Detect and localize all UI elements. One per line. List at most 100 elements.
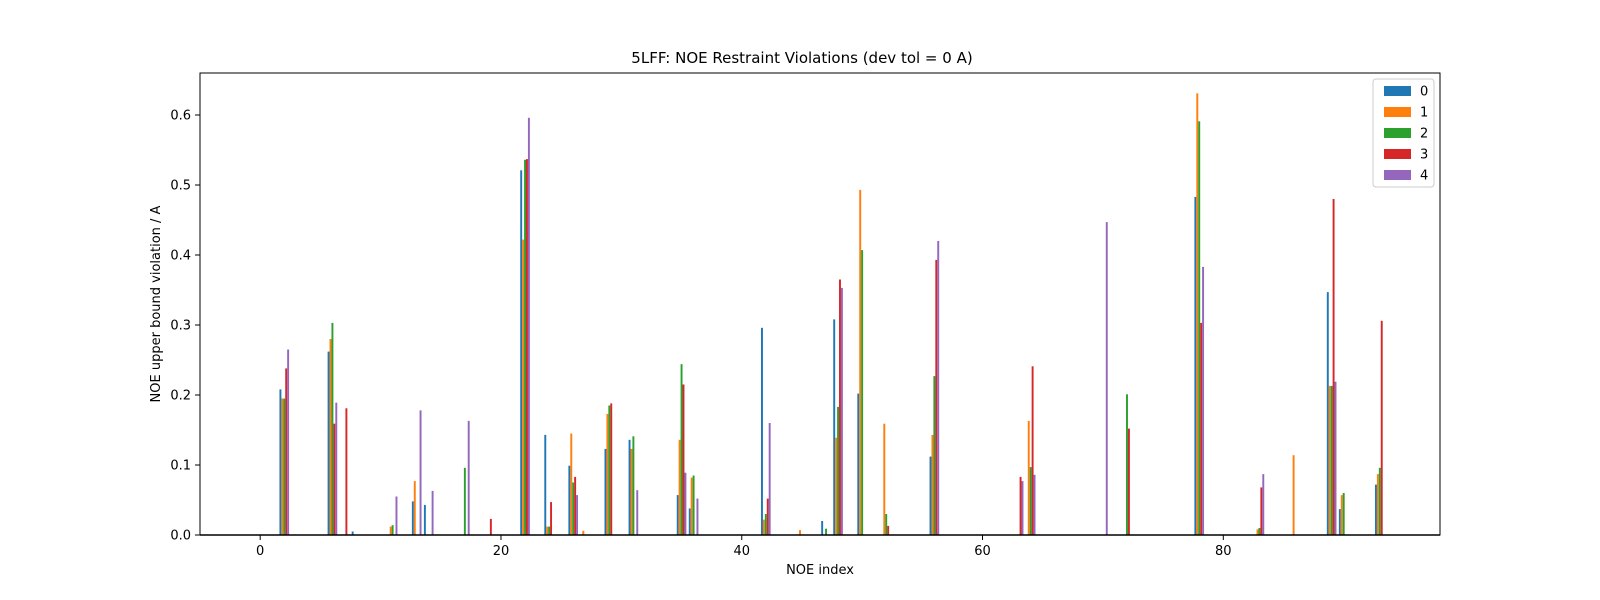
x-tick-label: 40	[733, 544, 750, 559]
bar-series-3-index-89	[1332, 199, 1335, 535]
bar-series-0-index-48	[833, 319, 836, 535]
bar-series-2-index-83	[1258, 528, 1261, 535]
chart-title: 5LFF: NOE Restraint Violations (dev tol …	[631, 49, 972, 67]
bar-series-2-index-35	[680, 364, 683, 535]
bar-series-0-index-6	[327, 351, 330, 535]
x-axis-ticks: 0 20 40 60 80	[256, 535, 1232, 559]
bar-series-2-index-31	[632, 436, 635, 535]
bar-series-0-index-29	[604, 448, 607, 535]
bar-series-2-index-22	[524, 159, 527, 536]
bar-series-0-index-26	[568, 465, 571, 535]
bar-series-2-index-48	[837, 406, 840, 535]
bar-series-3-index-56	[935, 259, 938, 535]
bar-series-3-index-24	[550, 502, 553, 535]
bar-series-0-index-13	[411, 501, 414, 535]
bar-series-3-index-48	[839, 279, 841, 535]
bar-series-2-index-89	[1330, 385, 1333, 535]
bar-series-2-index-6	[331, 322, 334, 535]
bar-series-2-index-72	[1126, 394, 1128, 535]
bar-series-2-index-11	[391, 525, 394, 535]
x-tick-label: 80	[1215, 544, 1232, 559]
legend-label-3: 3	[1420, 148, 1428, 163]
plot-frame	[199, 72, 1441, 536]
bar-series-4-index-89	[1334, 381, 1337, 535]
bar-series-0-index-50	[857, 393, 860, 535]
bar-series-0-index-36	[688, 508, 691, 535]
bar-series-4-index-13	[419, 410, 422, 535]
bar-series-2-index-56	[933, 376, 936, 535]
bar-series-4-index-64	[1033, 474, 1036, 535]
bar-series-1-index-36	[690, 477, 693, 535]
bar-series-4-index-56	[937, 241, 940, 535]
bar-series-0-index-8	[351, 531, 354, 535]
bar-series-0-index-47	[821, 521, 824, 535]
bar-series-3-index-64	[1031, 366, 1034, 535]
bar-series-1-index-52	[883, 423, 886, 535]
y-tick-label: 0.2	[170, 389, 191, 404]
bar-series-2-index-17	[463, 467, 466, 535]
bar-series-1-index-2	[281, 398, 284, 535]
bar-series-1-index-86	[1292, 455, 1295, 535]
bar-series-2-index-36	[692, 475, 695, 535]
bar-series-3-index-19	[489, 518, 492, 535]
bar-series-1-index-29	[606, 413, 609, 535]
bar-series-3-index-63	[1019, 476, 1022, 535]
x-tick-label: 20	[493, 544, 510, 559]
bar-series-4-index-42	[768, 423, 771, 535]
bar-series-1-index-24	[546, 526, 549, 535]
bar-series-4-index-26	[576, 495, 579, 535]
legend-swatch-3	[1384, 149, 1411, 159]
bar-series-0-index-93	[1374, 484, 1377, 535]
legend-label-4: 4	[1420, 169, 1428, 184]
bar-series-3-index-2	[285, 368, 288, 535]
bar-series-1-index-83	[1256, 529, 1259, 535]
legend: 0 1 2 3 4	[1372, 78, 1435, 188]
bar-series-4-index-2	[287, 349, 290, 535]
bars-layer	[200, 93, 1440, 536]
bar-series-2-index-93	[1378, 467, 1381, 535]
bar-series-1-index-26	[570, 433, 573, 535]
legend-label-1: 1	[1420, 106, 1428, 121]
bar-series-1-index-93	[1376, 474, 1379, 535]
bar-series-1-index-78	[1196, 93, 1199, 536]
bar-series-1-index-27	[582, 530, 585, 535]
y-axis-ticks: 0.0 0.1 0.2 0.3 0.4 0.5 0.6	[170, 109, 200, 544]
bar-series-3-index-6	[333, 423, 336, 535]
bar-series-3-index-52	[887, 525, 890, 535]
bar-series-2-index-64	[1029, 467, 1032, 535]
legend-swatch-4	[1384, 170, 1411, 180]
bar-series-3-index-29	[610, 403, 613, 535]
y-axis-title: NOE upper bound violation / A	[149, 205, 164, 402]
plot-area	[200, 73, 1440, 535]
y-tick-label: 0.5	[170, 179, 191, 194]
bar-series-1-index-35	[678, 439, 681, 535]
bar-series-0-index-56	[929, 456, 932, 535]
bar-series-2-index-24	[548, 526, 551, 535]
bar-series-1-index-42	[762, 519, 765, 535]
bar-series-0-index-89	[1326, 292, 1329, 535]
bar-series-1-index-6	[329, 339, 332, 535]
bar-series-2-index-42	[764, 514, 767, 535]
bar-series-4-index-14	[431, 490, 434, 535]
bar-series-3-index-83	[1260, 487, 1263, 535]
bar-series-1-index-64	[1027, 420, 1030, 535]
bar-series-3-index-7	[345, 408, 348, 535]
bar-series-3-index-26	[574, 476, 577, 535]
bar-series-1-index-50	[859, 189, 862, 535]
bar-series-2-index-90	[1342, 493, 1345, 535]
bar-series-0-index-14	[423, 504, 426, 535]
y-tick-label: 0.0	[170, 529, 191, 544]
bar-series-1-index-31	[630, 448, 633, 535]
bar-series-4-index-11	[395, 496, 398, 535]
bar-series-3-index-42	[766, 498, 769, 535]
bar-series-2-index-29	[608, 405, 611, 535]
bar-series-4-index-35	[684, 472, 687, 535]
bar-series-0-index-24	[544, 434, 547, 535]
bar-series-2-index-26	[572, 482, 575, 535]
bar-series-4-index-17	[467, 420, 470, 535]
bar-series-4-index-22	[527, 117, 530, 536]
bar-series-1-index-56	[931, 434, 934, 535]
bar-series-0-index-90	[1338, 509, 1341, 535]
bar-series-4-index-63	[1021, 481, 1024, 535]
